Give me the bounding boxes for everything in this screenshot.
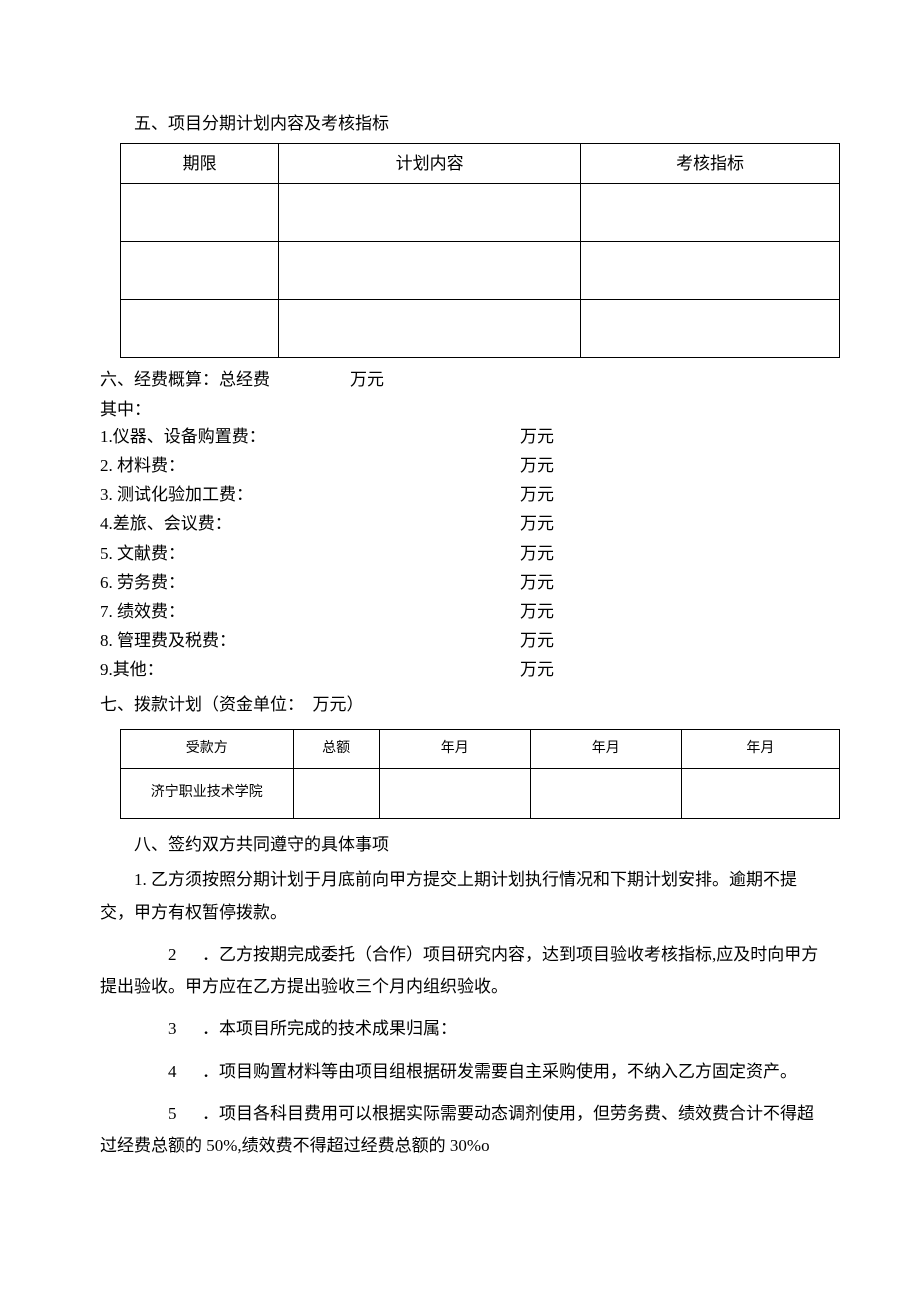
budget-item: 6. 劳务费： 万元 [100,569,820,596]
plan-cell [279,184,581,242]
budget-unit: 万元 [520,510,580,537]
fund-cell-payee: 济宁职业技术学院 [121,769,294,819]
table-row: 济宁职业技术学院 [121,769,840,819]
budget-item: 2. 材料费： 万元 [100,452,820,479]
plan-table: 期限 计划内容 考核指标 [120,143,840,358]
table-row [121,184,840,242]
plan-cell [121,300,279,358]
term-text: 乙方须按照分期计划于月底前向甲方提交上期计划执行情况和下期计划安排。逾期不提交，… [100,870,797,921]
budget-unit: 万元 [520,423,580,450]
budget-item: 5. 文献费： 万元 [100,540,820,567]
plan-cell [121,184,279,242]
term-item: 5．项目各科目费用可以根据实际需要动态调剂使用，但劳务费、绩效费合计不得超过经费… [100,1098,820,1163]
budget-label: 8. 管理费及税费： [100,627,520,654]
section8-title: 八、签约双方共同遵守的具体事项 [100,831,820,858]
term-num: 1. [134,870,147,889]
table-row [121,242,840,300]
budget-label: 5. 文献费： [100,540,520,567]
fund-cell [293,769,379,819]
term-item: 4．项目购置材料等由项目组根据研发需要自主采购使用，不纳入乙方固定资产。 [100,1056,820,1088]
section5-title: 五、项目分期计划内容及考核指标 [100,110,820,137]
budget-unit: 万元 [520,481,580,508]
budget-item: 1.仪器、设备购置费： 万元 [100,423,820,450]
section7-title: 七、拨款计划（资金单位： 万元） [100,691,820,718]
budget-item: 7. 绩效费： 万元 [100,598,820,625]
budget-label: 4.差旅、会议费： [100,510,520,537]
term-item: 2．乙方按期完成委托（合作）项目研究内容，达到项目验收考核指标,应及时向甲方提出… [100,939,820,1004]
budget-unit: 万元 [520,627,580,654]
budget-label: 1.仪器、设备购置费： [100,423,520,450]
plan-header-content: 计划内容 [279,144,581,184]
fund-header-total: 总额 [293,729,379,768]
fund-cell [530,769,681,819]
budget-label: 2. 材料费： [100,452,520,479]
budget-label: 3. 测试化验加工费： [100,481,520,508]
plan-cell [279,242,581,300]
budget-item: 9.其他： 万元 [100,656,820,683]
plan-header-metric: 考核指标 [581,144,840,184]
budget-item: 4.差旅、会议费： 万元 [100,510,820,537]
plan-cell [581,184,840,242]
budget-item: 8. 管理费及税费： 万元 [100,627,820,654]
budget-title-unit: 万元 [350,366,384,393]
budget-section: 六、经费概算：总经费 万元 其中： 1.仪器、设备购置费： 万元 2. 材料费：… [100,366,820,683]
plan-cell [581,300,840,358]
plan-cell [121,242,279,300]
term-text: ．乙方按期完成委托（合作）项目研究内容，达到项目验收考核指标,应及时向甲方提出验… [100,945,818,996]
term-num: 3 [134,1013,202,1045]
term-text: ．本项目所完成的技术成果归属： [202,1019,457,1038]
terms-list: 1. 乙方须按照分期计划于月底前向甲方提交上期计划执行情况和下期计划安排。逾期不… [100,864,820,1162]
term-text: ．项目购置材料等由项目组根据研发需要自主采购使用，不纳入乙方固定资产。 [202,1062,797,1081]
fund-header-date3: 年月 [681,729,839,768]
term-item: 1. 乙方须按照分期计划于月底前向甲方提交上期计划执行情况和下期计划安排。逾期不… [100,864,820,929]
table-row [121,300,840,358]
term-num: 5 [134,1098,202,1130]
budget-subtitle: 其中： [100,396,820,423]
fund-header-date2: 年月 [530,729,681,768]
term-num: 2 [134,939,202,971]
budget-title-row: 六、经费概算：总经费 万元 [100,366,820,393]
plan-table-header-row: 期限 计划内容 考核指标 [121,144,840,184]
plan-cell [581,242,840,300]
budget-item: 3. 测试化验加工费： 万元 [100,481,820,508]
budget-unit: 万元 [520,598,580,625]
fund-header-date1: 年月 [379,729,530,768]
budget-unit: 万元 [520,569,580,596]
fund-table: 受款方 总额 年月 年月 年月 济宁职业技术学院 [120,729,840,819]
budget-title-prefix: 六、经费概算：总经费 [100,366,350,393]
fund-cell [681,769,839,819]
budget-unit: 万元 [520,540,580,567]
term-num: 4 [134,1056,202,1088]
budget-label: 6. 劳务费： [100,569,520,596]
plan-cell [279,300,581,358]
budget-unit: 万元 [520,656,580,683]
fund-cell [379,769,530,819]
fund-table-header-row: 受款方 总额 年月 年月 年月 [121,729,840,768]
term-text: ．项目各科目费用可以根据实际需要动态调剂使用，但劳务费、绩效费合计不得超过经费总… [100,1104,814,1155]
budget-label: 7. 绩效费： [100,598,520,625]
term-item: 3．本项目所完成的技术成果归属： [100,1013,820,1045]
fund-header-payee: 受款方 [121,729,294,768]
budget-unit: 万元 [520,452,580,479]
plan-header-period: 期限 [121,144,279,184]
budget-label: 9.其他： [100,656,520,683]
